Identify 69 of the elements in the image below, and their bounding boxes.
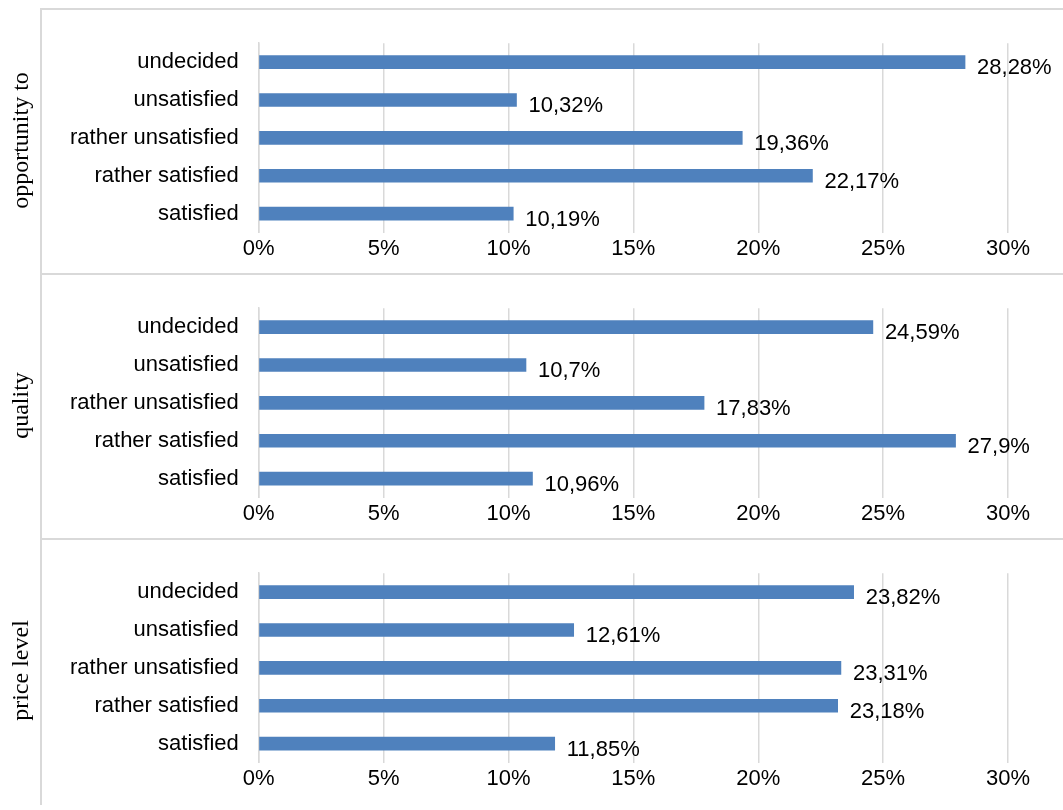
x-tick-label: 10%: [486, 234, 531, 260]
data-label: 19,36%: [754, 129, 829, 155]
data-label: 27,9%: [967, 432, 1030, 458]
y-axis-title: quality: [6, 372, 34, 439]
x-tick-label: 15%: [611, 764, 656, 790]
y-tick-label: rather satisfied: [94, 691, 239, 717]
y-tick-label: satisfied: [158, 729, 239, 755]
x-tick-label: 15%: [611, 234, 656, 260]
y-tick-label: undecided: [137, 313, 239, 339]
bar: [259, 661, 842, 675]
x-tick-label: 0%: [242, 234, 275, 260]
data-label: 17,83%: [716, 394, 791, 420]
bar: [259, 585, 854, 599]
y-tick-label: rather satisfied: [94, 426, 239, 452]
x-tick-label: 5%: [367, 234, 400, 260]
bar: [259, 623, 575, 637]
y-tick-label: rather unsatisfied: [69, 123, 239, 149]
x-tick-label: 25%: [861, 234, 906, 260]
bar: [259, 471, 533, 486]
x-tick-label: 25%: [861, 499, 906, 525]
y-tick-label: rather unsatisfied: [69, 388, 239, 414]
x-tick-label: 15%: [611, 499, 656, 525]
bar: [259, 206, 514, 221]
x-tick-label: 25%: [861, 764, 906, 790]
bar: [259, 320, 874, 334]
bar: [259, 698, 838, 713]
bar: [259, 55, 966, 69]
x-tick-label: 0%: [242, 764, 275, 790]
y-tick-label: unsatisfied: [133, 86, 239, 112]
data-label: 11,85%: [566, 735, 640, 761]
x-tick-label: 20%: [736, 234, 781, 260]
y-tick-label: rather satisfied: [94, 161, 239, 187]
y-axis-title: price level: [6, 620, 34, 721]
y-tick-label: unsatisfied: [133, 351, 239, 377]
data-label: 23,18%: [849, 697, 925, 723]
x-tick-label: 30%: [985, 764, 1031, 790]
x-tick-label: 30%: [985, 499, 1031, 525]
x-tick-label: 20%: [736, 499, 781, 525]
x-tick-label: 5%: [367, 499, 400, 525]
bar: [259, 93, 517, 107]
x-tick-label: 0%: [242, 499, 275, 525]
y-tick-label: satisfied: [158, 199, 239, 225]
data-label: 22,17%: [824, 167, 900, 193]
data-label: 10,7%: [537, 357, 601, 383]
y-axis-title: opportunity to: [6, 72, 34, 209]
x-tick-label: 20%: [736, 764, 781, 790]
bar: [259, 358, 527, 372]
data-label: 10,96%: [544, 470, 620, 496]
bar: [259, 433, 956, 448]
y-tick-label: undecided: [137, 578, 239, 604]
y-tick-label: rather unsatisfied: [69, 653, 239, 679]
data-label: 24,59%: [884, 319, 960, 345]
x-tick-label: 5%: [367, 764, 400, 790]
data-label: 28,28%: [977, 54, 1052, 80]
y-tick-label: undecided: [137, 48, 239, 74]
data-label: 10,19%: [525, 205, 600, 231]
x-tick-label: 10%: [486, 764, 531, 790]
data-label: 12,61%: [585, 622, 661, 648]
y-tick-label: unsatisfied: [133, 616, 239, 642]
data-label: 23,31%: [852, 659, 928, 685]
x-tick-label: 30%: [985, 234, 1031, 260]
bar: [259, 396, 705, 410]
bar: [259, 736, 556, 751]
data-label: 10,32%: [528, 92, 604, 118]
y-tick-label: satisfied: [158, 464, 239, 490]
data-label: 23,82%: [865, 584, 941, 610]
x-tick-label: 10%: [486, 499, 531, 525]
bar: [259, 131, 743, 145]
bar: [259, 168, 813, 183]
